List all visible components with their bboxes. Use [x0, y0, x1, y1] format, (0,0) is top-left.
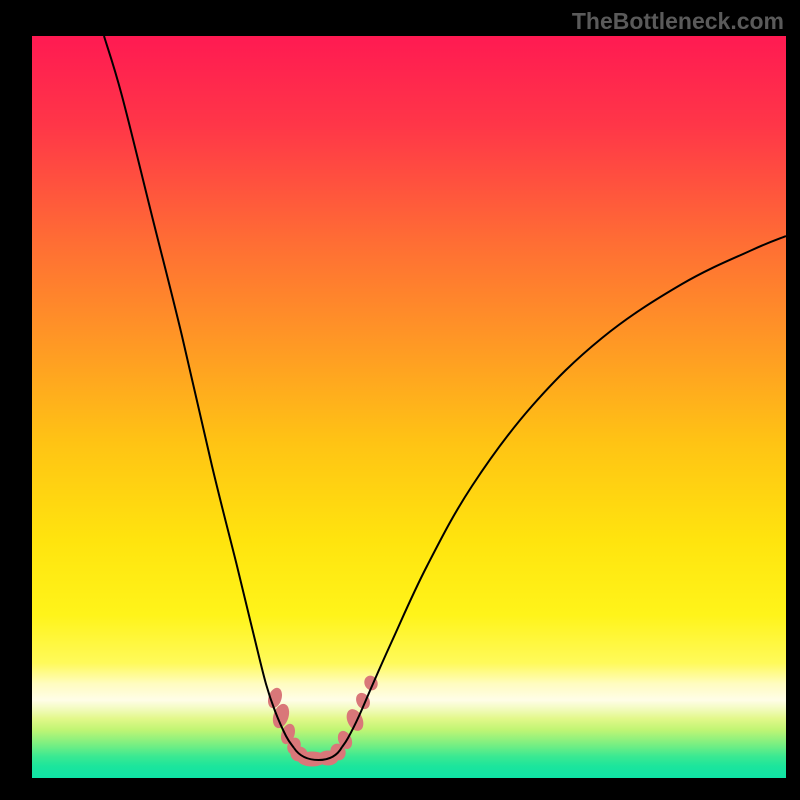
marker-blobs-group	[266, 674, 379, 766]
curve-right	[342, 236, 786, 747]
watermark-text: TheBottleneck.com	[572, 8, 784, 35]
marker-blob	[344, 707, 366, 733]
curve-left	[104, 36, 294, 748]
chart-svg	[32, 36, 786, 778]
plot-area	[32, 36, 786, 778]
